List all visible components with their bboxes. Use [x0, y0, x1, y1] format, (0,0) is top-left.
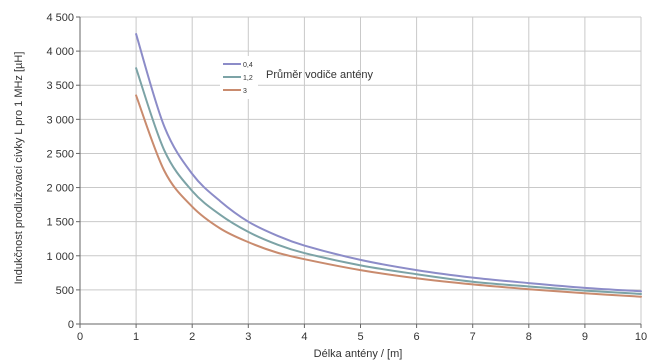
- y-tick-label: 3 500: [46, 80, 74, 92]
- x-tick-label: 7: [470, 331, 476, 343]
- y-tick-labels: 0 500 1 000 1 500 2 000 2 500 3 000 3 500 4 000 4…: [46, 12, 74, 331]
- chart-series: [135, 33, 642, 298]
- legend-entry-2: 1,2: [243, 75, 253, 82]
- chart-legend: 0,4 1,2 3: [220, 56, 258, 99]
- x-tick-label: 2: [189, 331, 195, 343]
- x-tick-label: 3: [245, 331, 251, 343]
- x-tick-label: 5: [357, 331, 363, 343]
- x-tick-label: 0: [77, 331, 83, 343]
- y-tick-label: 1 500: [46, 217, 74, 229]
- x-tick-labels: 0 1 2 3 4 5 6 7 8 9 10: [77, 331, 647, 343]
- chart-axes: [76, 16, 642, 328]
- x-tick-label: 8: [526, 331, 532, 343]
- x-tick-label: 6: [414, 331, 420, 343]
- x-tick-label: 1: [133, 331, 139, 343]
- x-tick-label: 9: [582, 331, 588, 343]
- x-tick-label: 4: [301, 331, 307, 343]
- x-tick-label: 10: [635, 331, 647, 343]
- y-tick-label: 0: [68, 319, 74, 331]
- y-axis-label: Indukčnost prodlužovací cívky L pro 1 MH…: [13, 52, 25, 285]
- series-line-1: [135, 33, 642, 293]
- y-tick-label: 3 000: [46, 114, 74, 126]
- y-tick-label: 2 500: [46, 148, 74, 160]
- y-tick-label: 500: [56, 285, 74, 297]
- y-tick-label: 1 000: [46, 251, 74, 263]
- x-axis-label: Délka antény / [m]: [314, 348, 403, 360]
- legend-entry-3: 3: [243, 88, 247, 95]
- series-line-2: [135, 67, 642, 295]
- legend-title: Průměr vodiče antény: [266, 69, 373, 81]
- series-line-3: [135, 94, 642, 298]
- chart-grid: [79, 16, 642, 325]
- y-tick-label: 2 000: [46, 183, 74, 195]
- legend-entry-1: 0,4: [243, 62, 253, 69]
- y-tick-label: 4 500: [46, 12, 74, 24]
- y-tick-label: 4 000: [46, 46, 74, 58]
